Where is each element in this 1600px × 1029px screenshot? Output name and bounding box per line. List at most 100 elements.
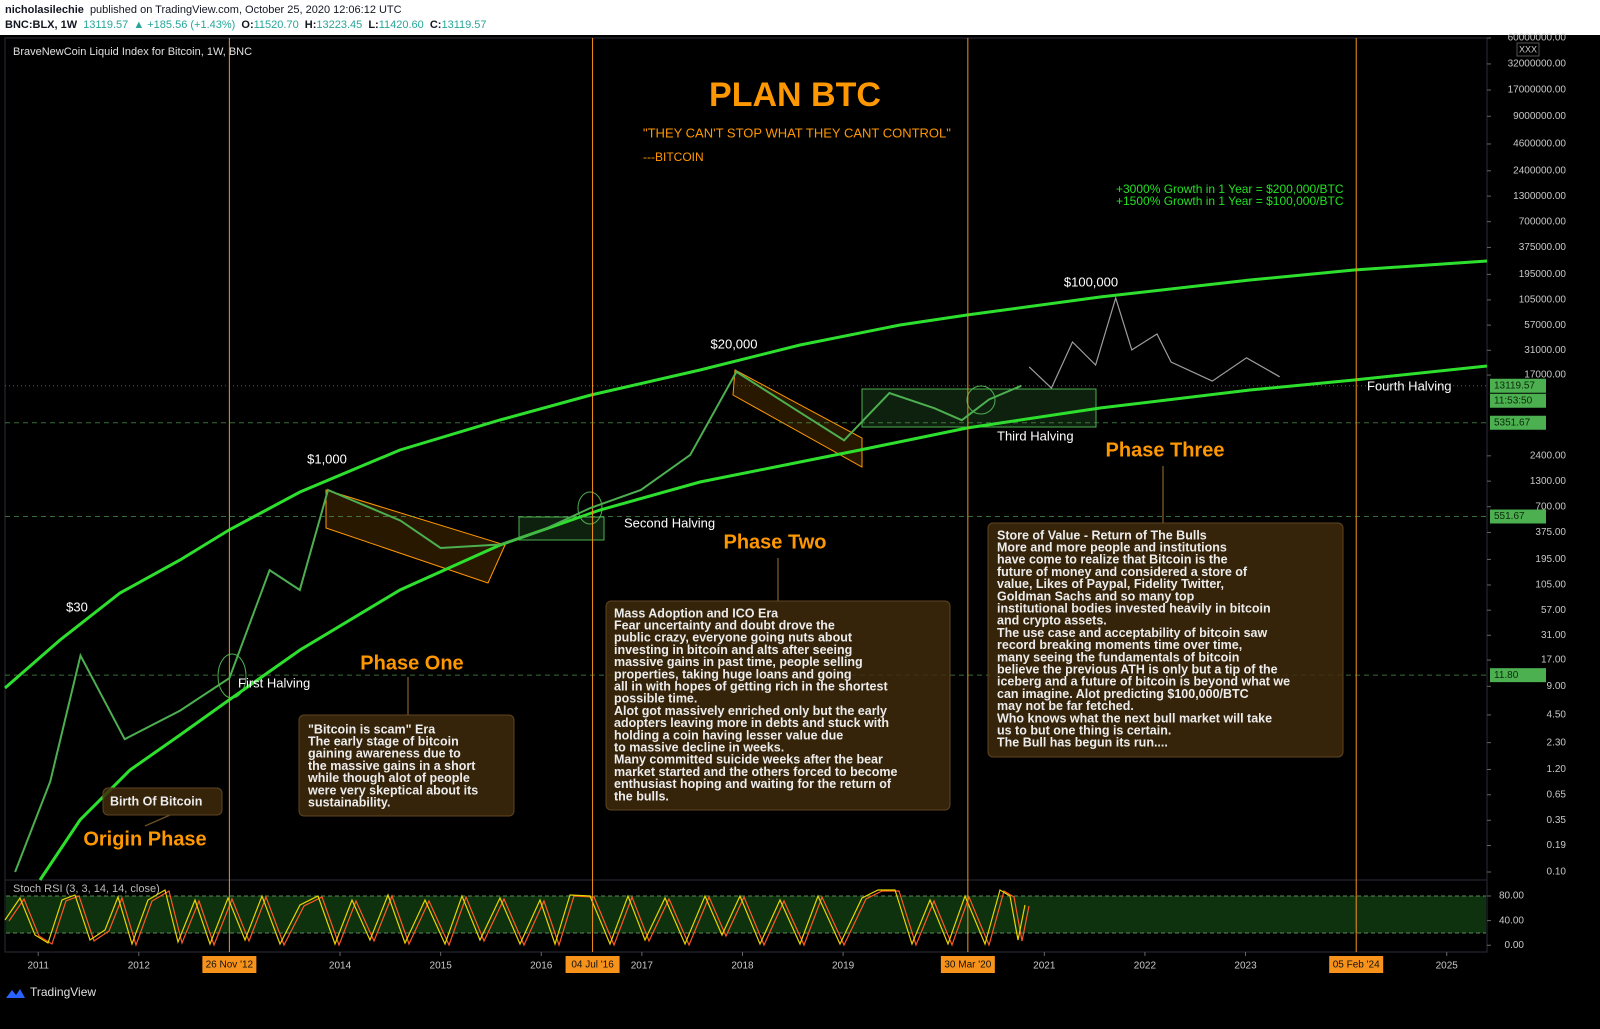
note-line: have come to realize that Bitcoin is the	[997, 553, 1228, 567]
note-line: Goldman Sachs and so many top	[997, 589, 1195, 603]
logo	[6, 989, 25, 998]
price-line-series	[1028, 295, 1280, 390]
x-tick-label: 2019	[832, 961, 855, 972]
note-line: Birth Of Bitcoin	[110, 794, 202, 808]
y-tick-label: 375000.00	[1519, 242, 1567, 253]
oscillator-k	[4, 889, 1026, 946]
price-target: $30	[66, 599, 88, 614]
author[interactable]: nicholasilechie	[5, 4, 84, 16]
note-line: the bulls.	[614, 789, 669, 803]
y-tick-label: 0.00	[1505, 940, 1525, 951]
y-tick-label: 57.00	[1541, 605, 1566, 616]
brand[interactable]: TradingView	[30, 985, 96, 999]
note-line: massive gains in past time, people selli…	[614, 655, 863, 669]
countdown: 11:53:50	[1494, 395, 1533, 406]
x-tick-label: 2018	[731, 961, 754, 972]
y-tick-label: 9000000.00	[1513, 111, 1566, 122]
footer: TradingView	[6, 985, 96, 999]
y-tick-label: 40.00	[1499, 915, 1524, 926]
note-line: may not be far fetched.	[997, 699, 1134, 713]
last-price: 13119.57	[83, 19, 128, 31]
header-line: nicholasilechie published on TradingView…	[5, 4, 402, 16]
y-tick-label: 0.35	[1547, 815, 1567, 826]
plan-title: PLAN BTC	[709, 76, 881, 114]
growth-note: +3000% Growth in 1 Year = $200,000/BTC	[1116, 182, 1344, 196]
y-tick-label: 2.30	[1547, 737, 1567, 748]
ohlc-key: H:	[305, 19, 317, 31]
y-tick-label: 195.00	[1535, 554, 1566, 565]
y-tick-label: 2400000.00	[1513, 165, 1566, 176]
note-line: "Bitcoin is scam" Era	[308, 722, 436, 736]
y-tick-label: 9.00	[1547, 681, 1567, 692]
change: ▲ +185.56 (+1.43%)	[133, 19, 235, 31]
y-tick-label: 105.00	[1535, 580, 1566, 591]
halving-label: 05 Feb '24	[1333, 960, 1380, 971]
x-tick-label: 2014	[329, 961, 352, 972]
note-line: believe the previous ATH is only but a t…	[997, 662, 1278, 676]
x-tick-label: 2023	[1234, 961, 1257, 972]
note-line: properties, taking huge loans and going	[614, 667, 852, 681]
y-tick-label: 700000.00	[1519, 216, 1567, 227]
note-line: and crypto assets.	[997, 614, 1107, 628]
note-line: sustainability.	[308, 795, 390, 809]
price-target: $100,000	[1064, 274, 1118, 289]
x-tick-label: 2016	[530, 961, 553, 972]
halving-tag	[1329, 956, 1384, 973]
oscillator-border	[4, 879, 1488, 953]
note-box	[298, 714, 515, 817]
y-tick-label: 60000000.00	[1508, 33, 1567, 44]
price-tag-label: 5351.67	[1494, 417, 1531, 428]
note-line: all in with hopes of getting rich in the…	[614, 679, 888, 693]
y-tick-label: 32000000.00	[1508, 59, 1567, 70]
note-line: The use case and acceptability of bitcoi…	[997, 626, 1267, 640]
ohlc-value: 13223.45	[316, 19, 362, 31]
note-box	[102, 787, 223, 816]
note-box	[605, 600, 951, 811]
y-tick-label: 0.65	[1547, 789, 1567, 800]
x-tick-label: 2011	[27, 961, 49, 972]
halving-note: First Halving	[238, 675, 310, 690]
price-tag	[1490, 378, 1546, 393]
y-tick-label: 57000.00	[1524, 320, 1566, 331]
note-line: were very skeptical about its	[307, 783, 478, 797]
quote: "THEY CAN'T STOP WHAT THEY CANT CONTROL"	[643, 125, 951, 140]
halving-note: Third Halving	[997, 428, 1074, 443]
oscillator-d	[8, 890, 1030, 947]
price-line-series	[14, 370, 1022, 873]
note-line: the massive gains in a short	[308, 759, 476, 773]
note-line: adopters leaving more in debts and stuck…	[614, 716, 889, 730]
note-line: public crazy, everyone going nuts about	[614, 631, 853, 645]
y-tick-label: 31000.00	[1524, 345, 1566, 356]
drawings	[4, 259, 1488, 947]
note-line: to massive decline in weeks.	[614, 740, 784, 754]
note-line: Mass Adoption and ICO Era	[614, 606, 779, 620]
y-tick-label: 1300.00	[1530, 476, 1567, 487]
note-line: value, Likes of Paypal, Fidelity Twitter…	[997, 577, 1224, 591]
note-line: record breaking moments time over time,	[997, 638, 1242, 652]
symbol-line: BNC:BLX, 1W 13119.57 ▲ +185.56 (+1.43%) …	[5, 19, 487, 31]
y-tick-label: 1300000.00	[1513, 191, 1566, 202]
note-line: institutional bodies invested heavily in…	[997, 601, 1271, 615]
price-tag-label: 11.80	[1494, 670, 1519, 681]
ohlc-key: O:	[241, 19, 253, 31]
price-target: $1,000	[307, 451, 347, 466]
x-tick-label: 2025	[1436, 961, 1459, 972]
phase-title: Phase Two	[724, 531, 827, 553]
phase-title: Phase Three	[1106, 439, 1225, 461]
note-line: holding a coin having lesser value due	[614, 728, 843, 742]
upper-curve	[4, 259, 1488, 690]
countdown-tag	[1490, 393, 1546, 408]
published: published on TradingView.com, October 25…	[90, 4, 402, 16]
note-line: can imagine. Alot predicting $100,000/BT…	[997, 687, 1249, 701]
x-tick-label: 2022	[1134, 961, 1157, 972]
y-tick-label: 700.00	[1535, 501, 1566, 512]
y-tick-label: 0.10	[1547, 867, 1567, 878]
y-tick-label: 17000.00	[1524, 370, 1566, 381]
y-tick-label: 4.50	[1547, 710, 1567, 721]
price-target: $20,000	[711, 336, 758, 351]
ohlc-key: C:	[430, 19, 442, 31]
note-line: Alot got massively enriched only but the…	[614, 704, 887, 718]
note-line: gaining awareness due to	[308, 747, 461, 761]
y-tick-label: 17.00	[1541, 655, 1566, 666]
x-tick-label: 2021	[1033, 961, 1056, 972]
